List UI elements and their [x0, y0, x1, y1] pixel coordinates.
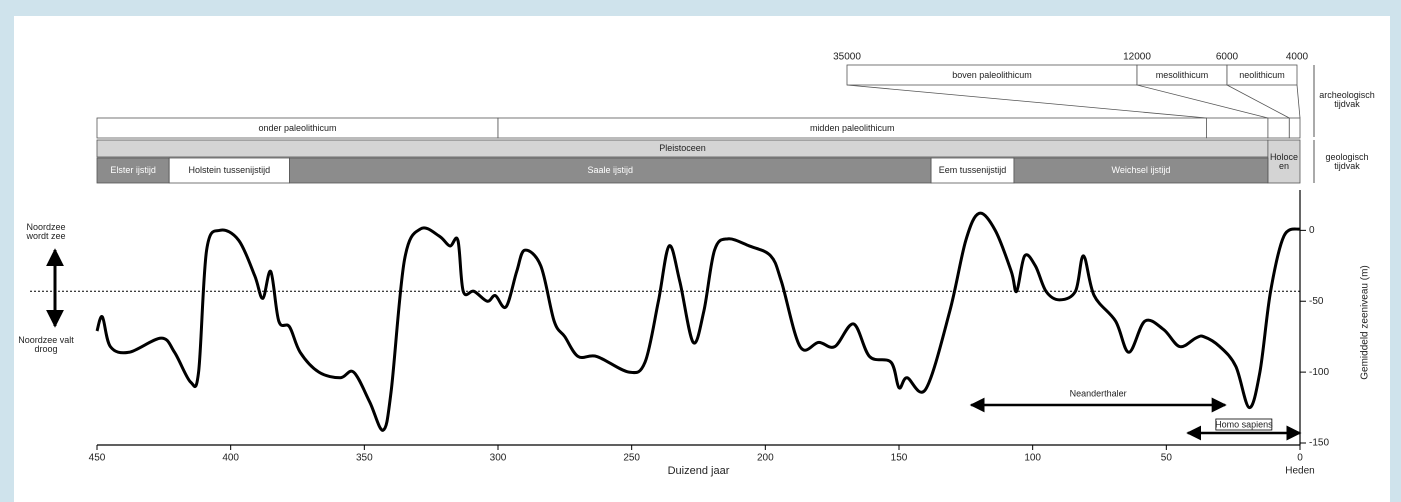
archaeology-period: [1206, 117, 1269, 139]
inset-period-label: neolithicum: [1239, 69, 1285, 80]
x-tick-label: 400: [222, 453, 239, 464]
y-tick-label: -150: [1309, 438, 1329, 449]
stage-label: Elster ijstijd: [110, 165, 156, 175]
x-end-label: Heden: [1285, 466, 1314, 477]
epoch-label: Pleistoceen: [659, 143, 706, 153]
sea-label: Noordzee valt droog: [18, 335, 74, 354]
stage: [289, 157, 932, 184]
archaeology-period: [1288, 117, 1301, 139]
side-label: geologisch tijdvak: [1325, 152, 1369, 171]
stage: [1013, 157, 1269, 184]
epoch-label: Holoceen: [1269, 151, 1298, 171]
range-label: Homo sapiens: [1215, 419, 1273, 429]
range-label: Neanderthaler: [1070, 388, 1127, 398]
inset-tick-label: 4000: [1286, 52, 1309, 63]
x-tick-label: 100: [1024, 453, 1041, 464]
sea-label: Noordzee wordt zee: [26, 222, 66, 241]
inset-connector: [846, 84, 1207, 119]
x-axis-label: Duizend jaar: [668, 465, 730, 477]
x-tick-label: 300: [490, 453, 507, 464]
inset-period: [1226, 64, 1298, 86]
x-tick-label: 450: [89, 453, 106, 464]
inset-tick-label: 35000: [833, 52, 861, 63]
inset-connector: [1136, 84, 1269, 119]
x-tick-label: 200: [757, 453, 774, 464]
archaeology-period-label: midden paleolithicum: [809, 122, 895, 133]
inset-period-label: boven paleolithicum: [952, 69, 1032, 80]
stage: [168, 157, 290, 184]
y-tick-label: -50: [1309, 296, 1324, 307]
stage: [96, 157, 170, 184]
archaeology-period: [1267, 117, 1290, 139]
y-tick-label: 0: [1309, 225, 1315, 236]
y-axis-label: Gemiddeld zeeniveau (m): [1360, 265, 1371, 380]
inset-tick-label: 6000: [1216, 52, 1239, 63]
x-tick-label: 250: [623, 453, 640, 464]
stage: [930, 157, 1015, 184]
inset-period-label: mesolithicum: [1155, 69, 1209, 80]
archaeology-period-label: onder paleolithicum: [258, 122, 337, 133]
side-label: archeologisch tijdvak: [1319, 90, 1375, 109]
x-tick-label: 50: [1161, 453, 1173, 464]
inset-connector: [1296, 84, 1301, 119]
range-label-box: [1215, 418, 1273, 431]
stage-label: Holstein tussenijstijd: [188, 165, 271, 175]
sea-level-line: [95, 211, 1301, 432]
y-tick-label: -100: [1309, 367, 1329, 378]
stage-label: Saale ijstijd: [587, 165, 634, 175]
x-tick-label: 0: [1297, 453, 1303, 464]
inset-connector: [1226, 84, 1290, 119]
stage-label: Weichsel ijstijd: [1111, 165, 1171, 175]
panel: [14, 16, 1390, 502]
x-tick-label: 150: [891, 453, 908, 464]
x-tick-label: 350: [356, 453, 373, 464]
inset-tick-label: 12000: [1123, 52, 1151, 63]
stage-label: Eem tussenijstijd: [938, 165, 1007, 175]
